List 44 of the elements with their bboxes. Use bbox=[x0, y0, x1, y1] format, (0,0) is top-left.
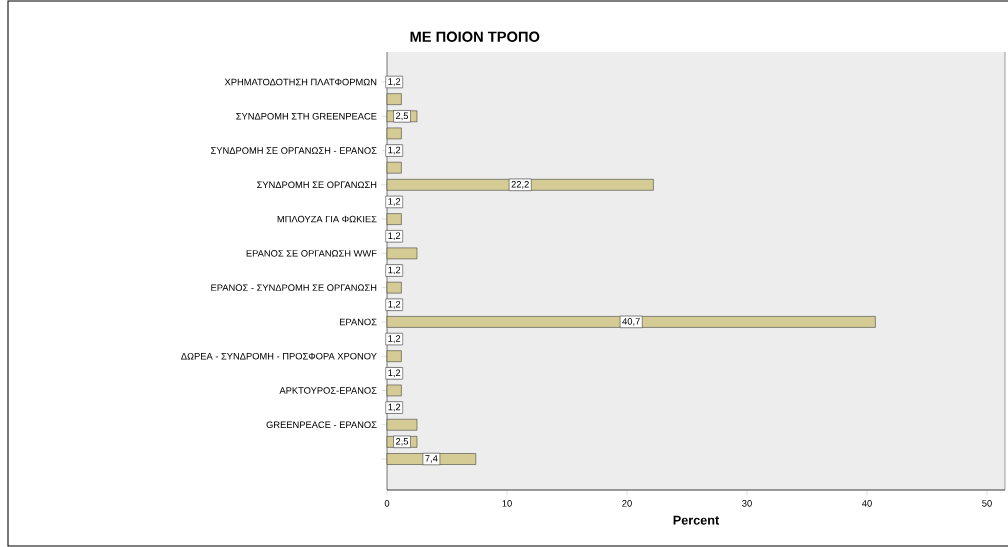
y-tick-label: ΣΥΝΔΡΟΜΗ ΣΕ ΟΡΓΑΝΩΣΗ - ΕΡΑΝΟΣ bbox=[211, 147, 377, 154]
data-label: 1,2 bbox=[388, 335, 401, 343]
bar bbox=[386, 418, 418, 431]
x-tick-label: 50 bbox=[982, 500, 992, 507]
y-tick-label: ΣΥΝΔΡΟΜΗ ΣΤΗ GREENPEACE bbox=[236, 112, 377, 120]
y-tick-label: ΕΡΑΝΟΣ bbox=[339, 318, 377, 326]
y-tick-label: ΑΡΚΤΟΥΡΟΣ-ΕΡΑΝΟΣ bbox=[279, 387, 377, 394]
bar bbox=[386, 384, 402, 397]
x-tick-label: 40 bbox=[862, 500, 872, 507]
chart-title: ΜΕ ΠΟΙΟΝ ΤΡΟΠΟ bbox=[410, 31, 540, 42]
data-label: 1,2 bbox=[388, 266, 401, 275]
y-tick-label: GREENPEACE - ΕΡΑΝΟΣ bbox=[266, 421, 377, 429]
data-label: 2,5 bbox=[395, 112, 409, 121]
bar bbox=[386, 247, 418, 260]
y-tick-label: ΕΡΑΝΟΣ - ΣΥΝΔΡΟΜΗ ΣΕ ΟΡΓΑΝΩΣΗ bbox=[211, 284, 377, 291]
bar bbox=[386, 281, 402, 294]
bar bbox=[386, 127, 402, 140]
data-label: 1,2 bbox=[388, 146, 401, 155]
bar bbox=[386, 179, 654, 191]
data-label: 1,2 bbox=[388, 78, 401, 86]
y-tick-label: ΜΠΛΟΥΖΑ ΓΙΑ ΦΩΚΙΕΣ bbox=[277, 215, 377, 223]
x-tick-label: 10 bbox=[502, 500, 512, 507]
x-tick-label: 0 bbox=[384, 500, 390, 507]
data-label: 1,2 bbox=[388, 232, 401, 241]
y-tick-label: ΕΡΑΝΟΣ ΣΕ ΟΡΓΑΝΩΣΗ WWF bbox=[246, 250, 377, 257]
data-label: 2,5 bbox=[395, 438, 409, 446]
data-label: 22,2 bbox=[511, 180, 529, 189]
y-tick-label: ΣΥΝΔΡΟΜΗ ΣΕ ΟΡΓΑΝΩΣΗ bbox=[257, 181, 377, 189]
data-label: 1,2 bbox=[388, 369, 401, 378]
bar bbox=[386, 350, 402, 362]
y-tick-label: ΔΩΡΕΑ - ΣΥΝΔΡΟΜΗ - ΠΡΟΣΦΟΡΑ ΧΡΟΝΟΥ bbox=[181, 352, 377, 360]
bar bbox=[386, 316, 876, 328]
data-label: 1,2 bbox=[388, 198, 401, 206]
y-tick-label: ΧΡΗΜΑΤΟΔΟΤΗΣΗ ΠΛΑΤΦΟΡΜΩΝ bbox=[224, 78, 377, 86]
x-axis-title: Percent bbox=[673, 515, 720, 525]
data-label: 1,2 bbox=[388, 403, 401, 412]
bar bbox=[386, 213, 402, 225]
bar bbox=[386, 161, 402, 174]
data-label: 7,4 bbox=[425, 455, 438, 463]
bar bbox=[386, 93, 402, 105]
x-tick-label: 20 bbox=[622, 500, 632, 507]
data-label: 1,2 bbox=[388, 300, 401, 309]
x-tick-label: 30 bbox=[742, 500, 752, 507]
data-label: 40,7 bbox=[622, 318, 640, 326]
